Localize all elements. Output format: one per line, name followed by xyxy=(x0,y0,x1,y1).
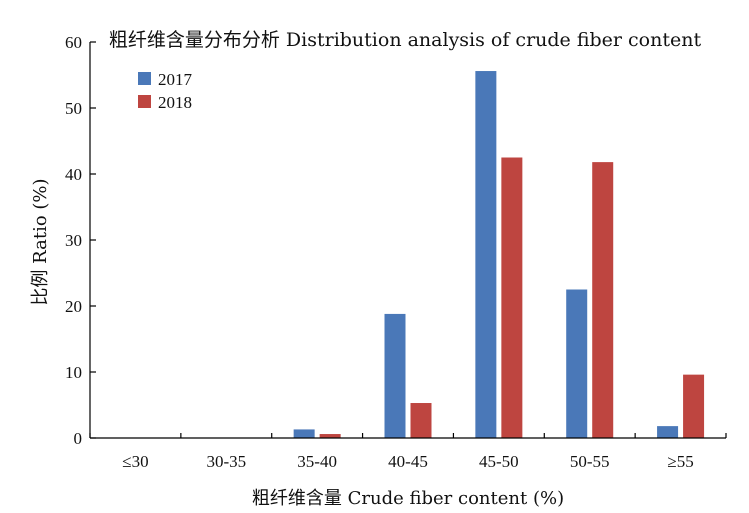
bar-2018-5 xyxy=(592,162,614,438)
y-tick-label: 30 xyxy=(65,231,82,250)
x-tick-label: 45-50 xyxy=(479,452,519,471)
bar-2018-3 xyxy=(410,403,432,438)
x-tick-label: ≤30 xyxy=(122,452,148,471)
x-tick-label: ≥55 xyxy=(667,452,693,471)
chart-title: 粗纤维含量分布分析 Distribution analysis of crude… xyxy=(109,29,702,51)
x-tick-label: 30-35 xyxy=(206,452,246,471)
y-tick-label: 50 xyxy=(65,99,82,118)
bar-2018-6 xyxy=(683,374,705,438)
bar-2018-2 xyxy=(319,434,341,438)
y-tick-label: 20 xyxy=(65,297,82,316)
bar-2017-2 xyxy=(293,429,315,438)
x-tick-label: 35-40 xyxy=(297,452,337,471)
x-tick-label: 40-45 xyxy=(388,452,428,471)
x-tick-label: 50-55 xyxy=(570,452,610,471)
legend-label-2017: 2017 xyxy=(158,70,193,89)
x-axis-label: 粗纤维含量 Crude fiber content (%) xyxy=(252,488,564,509)
y-axis-ticks: 0 10 20 30 40 50 60 xyxy=(65,33,96,448)
legend-swatch-2018 xyxy=(138,95,151,108)
bar-2018-4 xyxy=(501,157,523,438)
y-tick-label: 60 xyxy=(65,33,82,52)
bar-2017-3 xyxy=(384,313,406,438)
bar-2017-6 xyxy=(657,426,679,438)
legend: 2017 2018 xyxy=(138,70,193,112)
y-tick-label: 0 xyxy=(74,429,83,448)
bars-group xyxy=(293,71,705,438)
y-tick-label: 10 xyxy=(65,363,82,382)
x-axis-ticks: ≤30 30-35 35-40 40-45 45-50 50-55 ≥55 xyxy=(89,433,727,471)
y-axis-label: 比例 Ratio (%) xyxy=(30,178,51,305)
legend-label-2018: 2018 xyxy=(158,93,192,112)
y-tick-label: 40 xyxy=(65,165,82,184)
bar-2017-5 xyxy=(566,289,588,438)
bar-2017-4 xyxy=(475,71,497,438)
legend-swatch-2017 xyxy=(138,72,151,85)
